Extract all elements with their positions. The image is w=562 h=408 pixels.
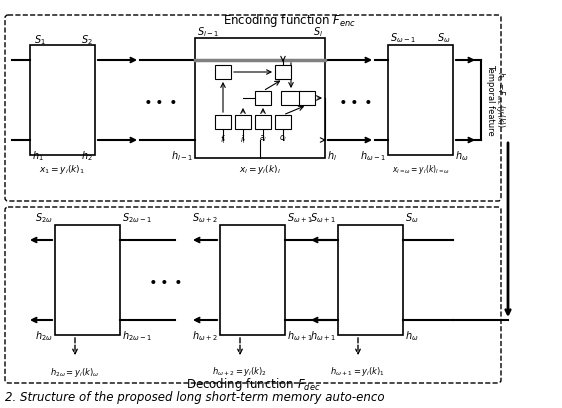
Bar [275, 65, 291, 79]
Text: $h_{\omega+2} = y_i(k)_2$: $h_{\omega+2} = y_i(k)_2$ [212, 365, 268, 378]
Text: Temporal feature: Temporal feature [487, 64, 496, 136]
Text: $h_{\omega}$: $h_{\omega}$ [405, 329, 419, 343]
Text: tanh: tanh [255, 119, 271, 125]
Text: $S_{\omega+2}$: $S_{\omega+2}$ [192, 211, 218, 225]
Text: $h_{\omega} = F_{enc}(y_i(k))$: $h_{\omega} = F_{enc}(y_i(k))$ [495, 71, 507, 129]
Text: $h_l$: $h_l$ [327, 149, 337, 163]
Text: $h_{\omega+1}$: $h_{\omega+1}$ [310, 329, 336, 343]
Text: $S_{l-1}$: $S_{l-1}$ [197, 25, 219, 39]
Text: $h_{\omega+1} = y_i(k)_1$: $h_{\omega+1} = y_i(k)_1$ [330, 365, 386, 378]
Text: Decoding function $F_{dec}$: Decoding function $F_{dec}$ [186, 376, 320, 393]
Text: $\bullet\bullet\bullet$: $\bullet\bullet\bullet$ [338, 93, 372, 107]
Bar [338, 225, 403, 335]
Text: tanh: tanh [283, 95, 299, 101]
Text: $S_{2\omega}$: $S_{2\omega}$ [35, 211, 53, 225]
Bar [255, 91, 271, 105]
Text: $+$: $+$ [278, 66, 289, 78]
Text: $h_{2\omega}$: $h_{2\omega}$ [35, 329, 53, 343]
Text: $\boxtimes$: $\boxtimes$ [258, 93, 268, 104]
Bar [55, 225, 120, 335]
Text: $S_{\omega+1}$: $S_{\omega+1}$ [310, 211, 336, 225]
Text: $*$: $*$ [219, 67, 226, 77]
Text: $x_1 = y_i(k)_1$: $x_1 = y_i(k)_1$ [39, 164, 85, 177]
Text: $i_l$: $i_l$ [240, 134, 246, 146]
Bar [299, 91, 315, 105]
Text: $h_1$: $h_1$ [32, 149, 44, 163]
Text: $h_{\omega-1}$: $h_{\omega-1}$ [360, 149, 386, 163]
Text: $h_{\omega}$: $h_{\omega}$ [455, 149, 469, 163]
Text: $h_{\omega+1}$: $h_{\omega+1}$ [287, 329, 313, 343]
Text: $S_l$: $S_l$ [313, 25, 323, 39]
Text: $h_2$: $h_2$ [81, 149, 93, 163]
Bar [220, 225, 285, 335]
Bar [215, 115, 231, 129]
Text: $h_{\omega+2}$: $h_{\omega+2}$ [192, 329, 218, 343]
Bar [235, 115, 251, 129]
Text: $S_1$: $S_1$ [34, 33, 46, 47]
Text: $h_{l-1}$: $h_{l-1}$ [171, 149, 193, 163]
Text: $S_2$: $S_2$ [81, 33, 93, 47]
Text: $\sigma$: $\sigma$ [279, 117, 287, 127]
Text: $\sigma$: $\sigma$ [239, 117, 247, 127]
Text: $S_{\omega-1}$: $S_{\omega-1}$ [390, 31, 416, 45]
Text: 2. Structure of the proposed long short-term memory auto-enco: 2. Structure of the proposed long short-… [5, 391, 384, 404]
Text: $S_{2\omega-1}$: $S_{2\omega-1}$ [122, 211, 152, 225]
Bar [195, 38, 325, 158]
Text: $h_{2\omega-1}$: $h_{2\omega-1}$ [122, 329, 152, 343]
Bar [281, 91, 301, 105]
Text: $\sigma$: $\sigma$ [219, 117, 227, 127]
Bar [30, 45, 95, 155]
Text: $S_{\omega+1}$: $S_{\omega+1}$ [287, 211, 313, 225]
Text: $\boxtimes$: $\boxtimes$ [302, 93, 312, 104]
Text: $\bullet\bullet\bullet$: $\bullet\bullet\bullet$ [148, 273, 182, 287]
FancyBboxPatch shape [5, 15, 501, 201]
Text: $x_{l=\omega} = y_i(k)_{l=\omega}$: $x_{l=\omega} = y_i(k)_{l=\omega}$ [392, 164, 450, 177]
Text: $x_l = y_i(k)_l$: $x_l = y_i(k)_l$ [239, 164, 281, 177]
Text: $\bullet\bullet\bullet$: $\bullet\bullet\bullet$ [143, 93, 177, 107]
Text: $h_{2\omega} = y_i(k)_{\omega}$: $h_{2\omega} = y_i(k)_{\omega}$ [50, 366, 99, 379]
Text: $S_{\omega}$: $S_{\omega}$ [405, 211, 419, 225]
Text: $o_l$: $o_l$ [279, 134, 287, 144]
Text: $f_l$: $f_l$ [220, 134, 226, 146]
Bar [255, 115, 271, 129]
Text: $a_l$: $a_l$ [259, 134, 267, 144]
Bar [215, 65, 231, 79]
Bar [275, 115, 291, 129]
FancyBboxPatch shape [5, 207, 501, 383]
Text: $S_{\omega}$: $S_{\omega}$ [437, 31, 451, 45]
Text: Encoding function $F_{enc}$: Encoding function $F_{enc}$ [224, 12, 356, 29]
Bar [388, 45, 453, 155]
